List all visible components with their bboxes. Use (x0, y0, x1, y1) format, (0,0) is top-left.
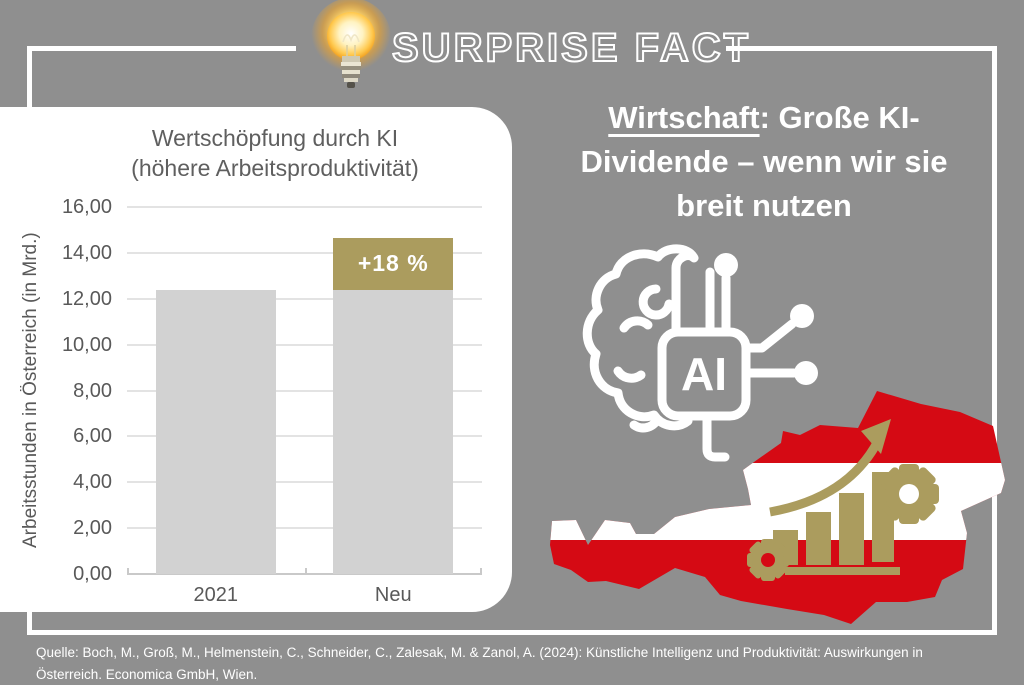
x-category-label: 2021 (193, 584, 239, 606)
headline-line1-rest: : Große KI- (759, 100, 920, 135)
frame-border-bottom (27, 630, 997, 635)
x-axis-tick (480, 568, 482, 574)
headline-underlined-word: Wirtschaft (608, 100, 760, 135)
gridline-6 (127, 435, 482, 438)
frame-border-top-right (726, 46, 997, 51)
y-tick-label: 6,00 (73, 425, 112, 448)
y-tick-label: 12,00 (61, 287, 112, 310)
x-axis-tick (304, 568, 307, 574)
headline: Wirtschaft: Große KI- Dividende – wenn w… (528, 96, 1000, 228)
gridline-12 (127, 297, 482, 300)
chart-card: Wertschöpfung durch KI (höhere Arbeitspr… (0, 107, 512, 612)
gridline-4 (127, 481, 482, 484)
gridline-10 (127, 343, 482, 346)
x-category-label: Neu (374, 584, 412, 606)
y-tick-label: 2,00 (73, 517, 112, 540)
y-tick-label: 10,00 (61, 333, 112, 356)
chart-title-line2: (höhere Arbeitsproduktivität) (131, 155, 419, 181)
gear-icon (879, 464, 939, 524)
headline-line2: Dividende – wenn wir sie (580, 144, 948, 179)
y-tick-label: 0,00 (73, 563, 112, 585)
x-axis-line (127, 573, 482, 575)
y-tick-label: 16,00 (61, 196, 112, 218)
chart-title: Wertschöpfung durch KI (höhere Arbeitspr… (60, 123, 490, 183)
bar-Neu-Wertschöpfung 2021 (333, 289, 454, 574)
austria-map-icon (548, 386, 1010, 633)
y-tick-label: 4,00 (73, 471, 112, 494)
ai-brain-chip-icon: AI (572, 244, 824, 466)
bar-2021-Wertschöpfung 2021 (155, 289, 276, 574)
y-tick-label: 14,00 (61, 241, 112, 264)
x-axis-tick (127, 568, 129, 574)
headline-line3: breit nutzen (676, 188, 852, 223)
y-tick-label: 8,00 (73, 379, 112, 402)
bar-Neu-KI-Dividende: +18 % (333, 238, 454, 290)
page-title: SURPRISE FACT (391, 25, 752, 71)
source-citation: Quelle: Boch, M., Groß, M., Helmenstein,… (36, 645, 923, 682)
lightbulb-icon (308, 0, 394, 94)
gridline-16 (127, 206, 482, 208)
gridline-8 (127, 389, 482, 392)
bar-annotation: +18 % (357, 250, 429, 277)
gridline-2 (127, 527, 482, 530)
frame-border-top-left (27, 46, 296, 51)
frame-border-right (992, 46, 997, 635)
ai-chip-label: AI (681, 348, 727, 400)
gridline-14 (127, 251, 482, 254)
headline-line1: Wirtschaft: Große KI- (528, 96, 1000, 140)
chart-title-line1: Wertschöpfung durch KI (151, 125, 399, 151)
gear-icon-small (747, 539, 789, 581)
